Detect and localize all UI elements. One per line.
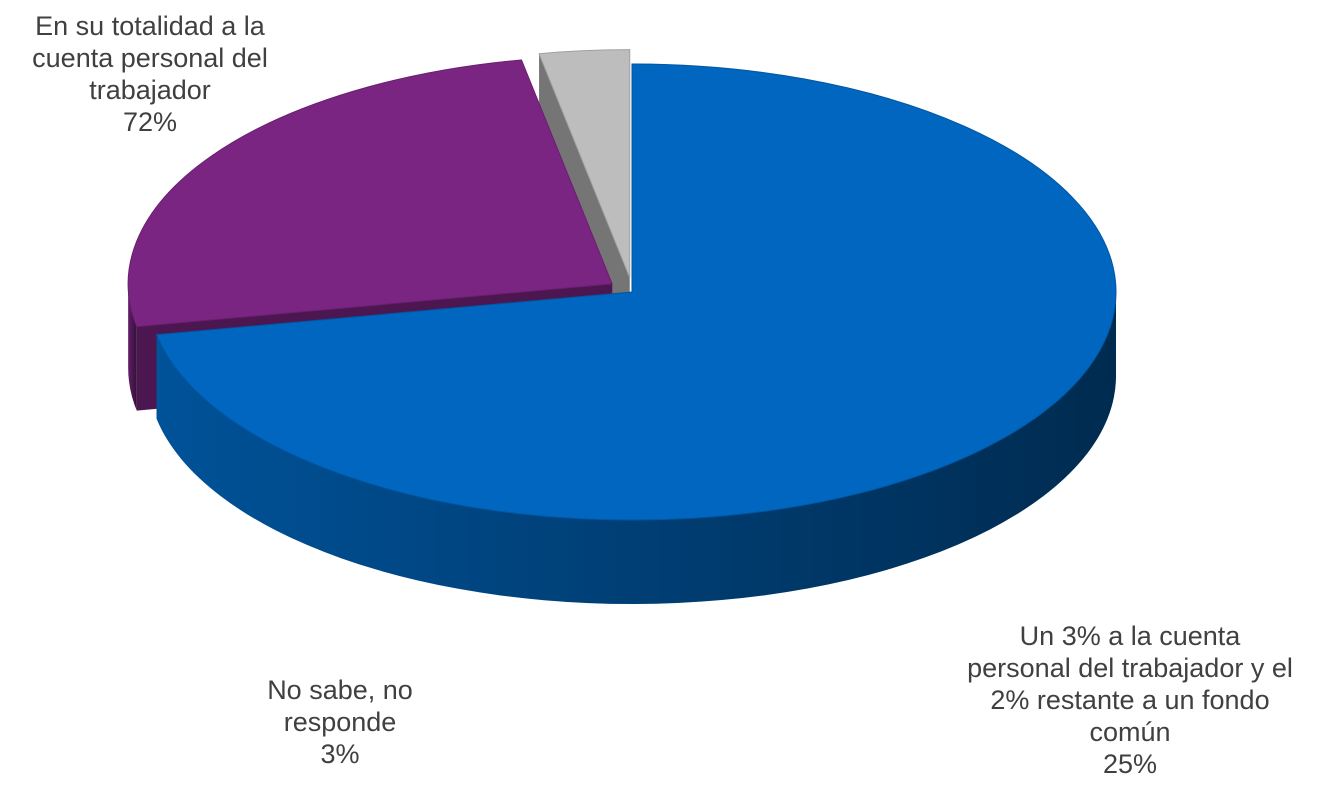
slice-percent: 3% [320,739,360,769]
slice-outer-wall [128,283,137,411]
slice-percent: 72% [122,107,178,137]
slice-label-line: trabajador [89,75,211,105]
slice-label-line: responde [283,707,397,737]
pie-slice [538,49,631,278]
slice-label-line: 2% restante a un fondo [990,685,1270,715]
slice-label-line: Un 3% a la cuenta [1019,621,1241,651]
slice-label-fondo-comun: Un 3% a la cuenta personal del trabajado… [930,620,1324,780]
slice-label-line: En su totalidad a la [35,11,265,41]
slice-label-no-sabe: No sabe, no responde 3% [210,674,470,770]
slice-percent: 25% [1102,749,1158,779]
slice-label-line: común [1089,717,1171,747]
pie-slice [127,59,613,328]
slice-label-line: cuenta personal del [32,43,268,73]
slice-label-line: No sabe, no [267,675,413,705]
slice-label-totalidad: En su totalidad a la cuenta personal del… [0,10,300,138]
slice-outer-wall [156,292,1116,604]
slice-label-line: personal del trabajador y el [967,653,1293,683]
pie-slices [127,49,1117,604]
pie-slice [155,63,1117,521]
